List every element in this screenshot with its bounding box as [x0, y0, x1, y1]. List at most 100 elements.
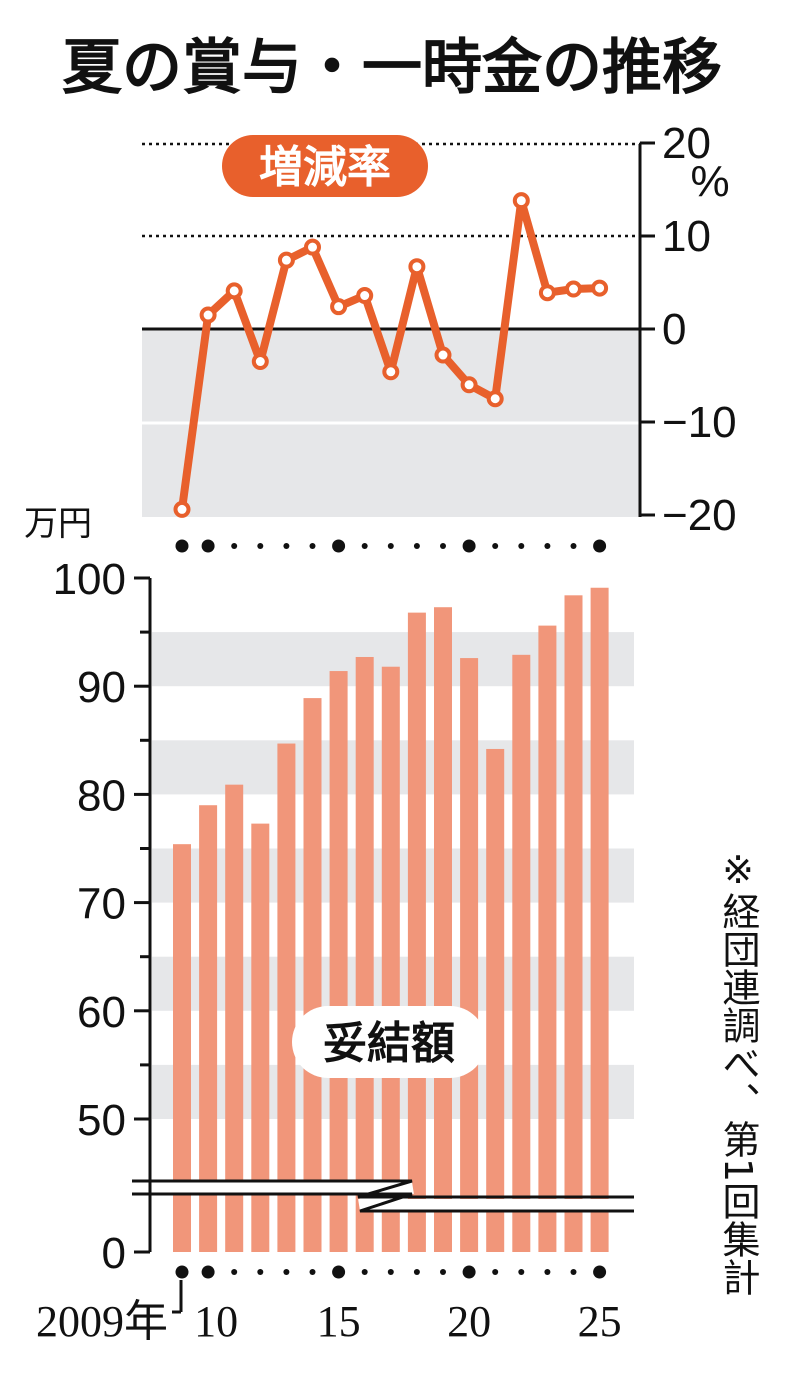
- year-dot-minor: [231, 543, 238, 549]
- year-dot-major: [175, 1265, 189, 1279]
- amount-bar: [355, 656, 374, 1252]
- rate-label-text: 増減率: [259, 142, 391, 193]
- year-dot-major: [201, 539, 215, 553]
- axis-break-line-upper: [132, 1179, 634, 1199]
- amount-bar: [538, 625, 557, 1252]
- amount-tick-label: 100: [53, 555, 126, 604]
- year-dot-minor: [283, 1269, 290, 1275]
- year-dot-minor: [492, 543, 499, 549]
- year-dot-major: [332, 1265, 346, 1279]
- amount-tick-marks: [134, 576, 150, 1254]
- year-dot-minor: [413, 543, 420, 549]
- year-dot-minor: [283, 543, 290, 549]
- amount-tick-label: 0: [102, 1229, 126, 1278]
- amount-tick-label: 80: [77, 771, 126, 820]
- rate-point: [173, 500, 191, 518]
- year-dot-minor: [231, 1269, 238, 1275]
- year-dot-minor: [257, 1269, 264, 1275]
- amount-tick-label: 70: [77, 880, 126, 929]
- amount-series-label: 妥結額: [292, 1006, 486, 1078]
- year-dot-minor: [309, 543, 316, 549]
- rate-point: [330, 298, 348, 316]
- year-dot-major: [462, 539, 476, 553]
- amount-bar: [199, 805, 218, 1252]
- year-dot-minor: [570, 543, 577, 549]
- year-dot-minor: [544, 543, 551, 549]
- amount-bar: [329, 671, 348, 1252]
- x-tick-label: 2009年: [36, 1297, 168, 1346]
- year-dot-minor: [570, 1269, 577, 1275]
- year-dot-minor: [361, 1269, 368, 1275]
- x-tick-label: 15: [317, 1297, 361, 1346]
- year-dot-minor: [440, 543, 446, 549]
- rate-point: [251, 353, 269, 371]
- year-dot-minor: [518, 543, 525, 549]
- rate-series-points: [173, 192, 609, 518]
- rate-tick-label: −20: [662, 491, 737, 540]
- amount-bar: [173, 844, 191, 1252]
- rate-point: [304, 238, 321, 256]
- amount-bar: [303, 698, 322, 1252]
- amount-bar: [434, 607, 452, 1252]
- year-dot-major: [175, 539, 189, 553]
- amount-tick-label: 60: [77, 988, 126, 1037]
- amount-tick-label: 90: [77, 663, 126, 712]
- year-dot-minor: [518, 1269, 525, 1275]
- year-dot-minor: [257, 543, 264, 549]
- year-dots-top: [175, 539, 607, 553]
- rate-tick-label: 20: [662, 119, 711, 168]
- rate-point: [199, 306, 217, 324]
- year-dot-major: [593, 539, 607, 553]
- rate-point: [225, 282, 243, 300]
- rate-tick-label: 10: [662, 212, 711, 261]
- rate-tick-labels: 20 10 0 −10 −20: [662, 119, 737, 540]
- amount-tick-label: 50: [77, 1096, 126, 1145]
- amount-bar: [564, 595, 583, 1252]
- year-dot-major: [593, 1265, 607, 1279]
- source-note: ※経団連調べ、第1回集計: [716, 848, 760, 1296]
- rate-tick-label: −10: [662, 398, 737, 447]
- year-dot-major: [332, 539, 346, 553]
- year-dots-bottom: [175, 1265, 607, 1279]
- rate-point: [512, 192, 530, 210]
- year-dot-major: [201, 1265, 215, 1279]
- x-tick-label: 20: [447, 1297, 491, 1346]
- year-dot-minor: [492, 1269, 499, 1275]
- x-tick-label: 10: [194, 1297, 238, 1346]
- rate-tick-label: 0: [662, 305, 686, 354]
- rate-unit-label: %: [690, 157, 729, 206]
- amount-bar: [590, 587, 609, 1252]
- year-dot-minor: [309, 1269, 316, 1275]
- year-dot-minor: [387, 1269, 394, 1275]
- year-dot-minor: [387, 543, 394, 549]
- amount-bar: [460, 658, 479, 1252]
- amount-bar-panel: 万円 100 90 80 70 60 50 0 妥結額: [24, 504, 634, 1278]
- amount-bar: [512, 654, 531, 1252]
- rate-label-pill: [222, 135, 428, 197]
- rate-series-label: 増減率: [222, 135, 428, 197]
- year-dot-minor: [440, 1269, 446, 1275]
- amount-bars: [173, 587, 609, 1252]
- amount-unit-label: 万円: [24, 504, 92, 544]
- amount-label-pill: [292, 1006, 486, 1078]
- axis-break-line-lower: [132, 1192, 634, 1213]
- rate-point: [408, 258, 426, 276]
- rate-point: [434, 346, 452, 364]
- amount-bar: [486, 748, 505, 1252]
- year-dot-major: [462, 1265, 476, 1279]
- rate-point: [538, 284, 556, 302]
- amount-label-text: 妥結額: [323, 1018, 455, 1069]
- chart-title: 夏の賞与・一時金の推移: [62, 33, 722, 103]
- x-tick-label: 25: [578, 1297, 622, 1346]
- rate-point: [565, 280, 582, 298]
- amount-bar: [225, 784, 244, 1252]
- year-dot-minor: [544, 1269, 551, 1275]
- year-dot-minor: [361, 543, 368, 549]
- amount-bar: [381, 666, 400, 1252]
- rate-point: [277, 251, 295, 269]
- year-dot-minor: [413, 1269, 420, 1275]
- amount-bar: [277, 743, 296, 1252]
- rate-point: [591, 279, 609, 297]
- rate-point: [356, 287, 374, 305]
